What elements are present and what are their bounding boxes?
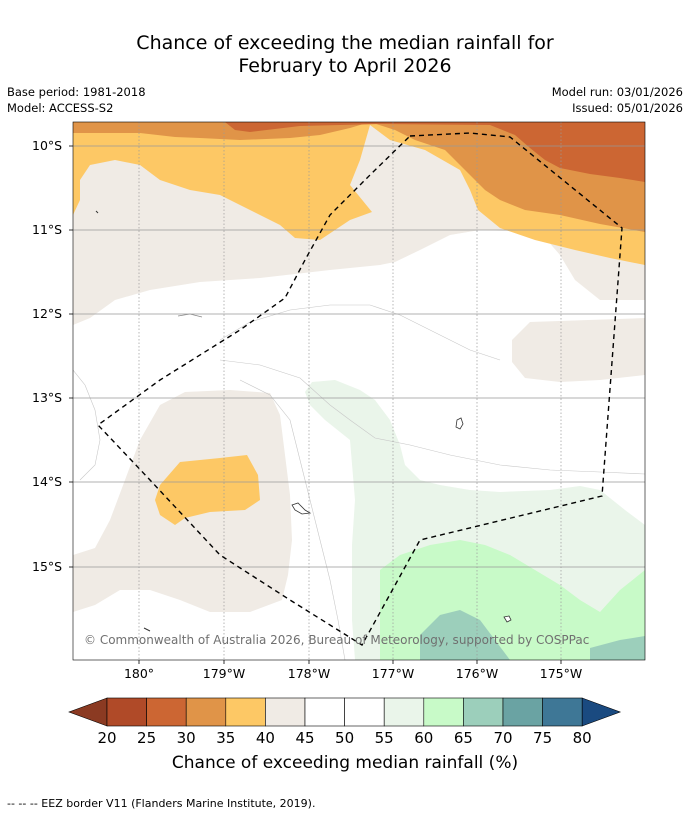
colorbar-segment	[344, 697, 385, 727]
lon-label-175w: 175°W	[539, 666, 583, 681]
lon-label-178w: 178°W	[287, 666, 331, 681]
colorbar-segment	[383, 697, 425, 727]
colorbar-extend-high	[581, 697, 622, 727]
colorbar-extend-low	[68, 697, 108, 727]
colorbar-title: Chance of exceeding median rainfall (%)	[171, 753, 519, 773]
map-area	[73, 122, 645, 660]
contour-line-2	[219, 304, 501, 361]
colorbar-tick-label: 45	[295, 729, 315, 747]
lat-label-14s: 14°S	[32, 474, 63, 489]
colorbar	[68, 697, 622, 727]
lon-label-179w: 179°W	[202, 666, 246, 681]
lon-label-177w: 177°W	[371, 666, 415, 681]
model-name: Model: ACCESS-S2	[7, 101, 114, 115]
contour-line-4	[73, 369, 101, 481]
contour-65-70-south	[420, 610, 510, 660]
meta-right: Model run: 03/01/2026 Issued: 05/01/2026	[552, 84, 683, 116]
colorbar-segment	[265, 697, 306, 727]
colorbar-tick-label: 60	[414, 729, 434, 747]
contour-65-70-southeast	[590, 636, 645, 660]
lat-label-13s: 13°S	[32, 390, 63, 405]
eez-border	[96, 132, 623, 646]
map-frame	[72, 121, 646, 661]
lat-label-10s: 10°S	[32, 138, 63, 153]
colorbar-segment	[106, 697, 147, 727]
colorbar-tick-label: 65	[453, 729, 473, 747]
colorbar-segment	[542, 697, 583, 727]
colorbar-tick-label: 20	[97, 729, 117, 747]
lat-label-11s: 11°S	[32, 222, 63, 237]
contour-25-30	[225, 122, 645, 182]
colorbar-tick-label: 25	[137, 729, 157, 747]
island-north-east	[455, 417, 464, 430]
colorbar-segment	[225, 697, 266, 727]
title-line-1: Chance of exceeding the median rainfall …	[136, 32, 554, 54]
copyright-notice: © Commonwealth of Australia 2026, Bureau…	[84, 633, 590, 647]
colorbar-tick-label: 70	[493, 729, 513, 747]
colorbar-tick-label: 50	[335, 729, 355, 747]
base-period: Base period: 1981-2018	[7, 85, 146, 99]
colorbar-tick-label: 35	[216, 729, 236, 747]
colorbar-segment	[146, 697, 187, 727]
colorbar-segment	[463, 697, 504, 727]
eez-footnote: -- -- -- EEZ border V11 (Flanders Marine…	[7, 797, 316, 810]
island-south	[503, 615, 512, 623]
title-line-2: February to April 2026	[238, 55, 452, 77]
colorbar-segment	[304, 697, 345, 727]
colorbar-tick-label: 30	[176, 729, 196, 747]
lat-label-12s: 12°S	[32, 306, 63, 321]
colorbar-segment	[502, 697, 543, 727]
contour-35-40-west	[155, 455, 260, 525]
axis-ticks	[69, 145, 562, 664]
graticule	[73, 122, 645, 660]
contour-line-3	[239, 379, 346, 660]
map-title: Chance of exceeding the median rainfall …	[0, 32, 690, 78]
model-run: Model run: 03/01/2026	[551, 85, 683, 99]
meta-left: Base period: 1981-2018 Model: ACCESS-S2	[7, 84, 146, 116]
lon-label-180: 180°	[123, 666, 155, 681]
colorbar-tick-label: 40	[255, 729, 275, 747]
lat-label-15s: 15°S	[32, 559, 63, 574]
lon-label-176w: 176°W	[455, 666, 499, 681]
colorbar-tick-label: 75	[533, 729, 553, 747]
colorbar-tick-label: 80	[572, 729, 592, 747]
island-southwest	[143, 627, 151, 632]
island-west	[291, 502, 312, 515]
issued-date: Issued: 05/01/2026	[572, 101, 683, 115]
colorbar-tick-label: 55	[374, 729, 394, 747]
island-northwest	[95, 210, 99, 214]
colorbar-segment	[185, 697, 227, 727]
contour-line-1	[219, 359, 645, 475]
contour-40-45-east	[512, 318, 645, 382]
colorbar-segment	[423, 697, 464, 727]
contour-30-35	[73, 122, 645, 232]
